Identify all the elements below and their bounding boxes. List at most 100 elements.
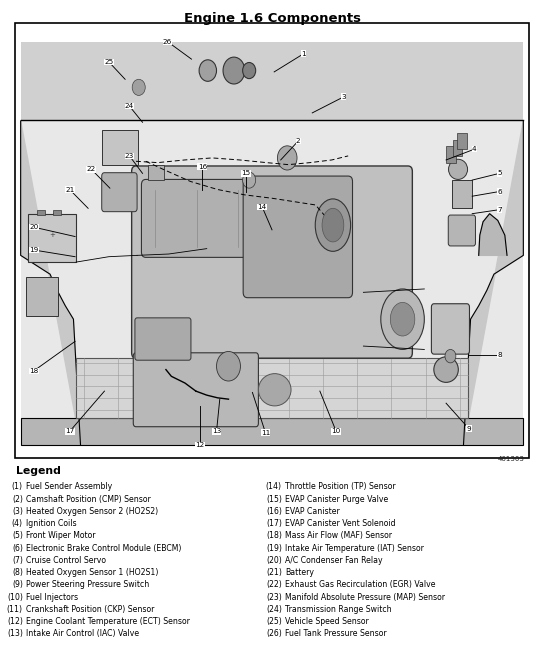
Text: (15): (15) <box>266 495 282 504</box>
Circle shape <box>445 349 456 363</box>
Text: 24: 24 <box>125 103 134 109</box>
Ellipse shape <box>322 208 344 242</box>
Text: (23): (23) <box>266 593 282 601</box>
Text: 5: 5 <box>497 171 502 176</box>
Text: Manifold Absolute Pressure (MAP) Sensor: Manifold Absolute Pressure (MAP) Sensor <box>285 593 445 601</box>
Text: Heated Oxygen Sensor 2 (HO2S2): Heated Oxygen Sensor 2 (HO2S2) <box>26 507 158 516</box>
Bar <box>452 180 472 208</box>
Text: 8: 8 <box>497 352 502 358</box>
FancyBboxPatch shape <box>431 304 469 354</box>
Text: 10: 10 <box>331 429 341 434</box>
Text: (10): (10) <box>7 593 23 601</box>
Text: 9: 9 <box>467 426 471 431</box>
Bar <box>446 146 456 163</box>
Text: 18: 18 <box>29 368 39 374</box>
Ellipse shape <box>391 302 415 336</box>
Text: (21): (21) <box>266 568 282 577</box>
Text: (11): (11) <box>7 605 23 614</box>
Bar <box>21 42 523 445</box>
Circle shape <box>217 351 240 381</box>
Text: Transmission Range Switch: Transmission Range Switch <box>285 605 392 614</box>
Text: Ignition Coils: Ignition Coils <box>26 519 77 528</box>
Text: Fuel Tank Pressure Sensor: Fuel Tank Pressure Sensor <box>285 629 387 638</box>
Text: (2): (2) <box>12 495 23 504</box>
Text: Fuel Sender Assembly: Fuel Sender Assembly <box>26 482 113 491</box>
Circle shape <box>243 172 256 188</box>
Text: +: + <box>50 233 55 238</box>
Text: 12: 12 <box>195 442 205 448</box>
Text: 17: 17 <box>65 429 75 434</box>
Text: 23: 23 <box>125 153 134 159</box>
Text: 26: 26 <box>163 39 172 44</box>
Text: Engine Coolant Temperature (ECT) Sensor: Engine Coolant Temperature (ECT) Sensor <box>26 617 190 626</box>
FancyBboxPatch shape <box>102 173 137 212</box>
Text: Fuel Injectors: Fuel Injectors <box>26 593 78 601</box>
Text: 19: 19 <box>29 247 39 253</box>
Text: (12): (12) <box>7 617 23 626</box>
FancyBboxPatch shape <box>141 179 335 257</box>
Bar <box>21 42 523 121</box>
Text: Engine 1.6 Components: Engine 1.6 Components <box>183 12 361 25</box>
Ellipse shape <box>316 199 350 251</box>
Text: (9): (9) <box>12 581 23 589</box>
Bar <box>148 165 164 180</box>
Text: EVAP Canister Purge Valve: EVAP Canister Purge Valve <box>285 495 388 504</box>
Text: Throttle Position (TP) Sensor: Throttle Position (TP) Sensor <box>285 482 395 491</box>
Text: (14): (14) <box>266 482 282 491</box>
Text: Battery: Battery <box>285 568 314 577</box>
Text: (25): (25) <box>266 617 282 626</box>
Text: 20: 20 <box>29 224 39 230</box>
Polygon shape <box>37 214 65 255</box>
Text: Legend: Legend <box>16 466 61 476</box>
Bar <box>37 210 45 215</box>
Polygon shape <box>479 214 507 255</box>
Text: (19): (19) <box>266 544 282 552</box>
Bar <box>26 277 58 316</box>
Text: 21: 21 <box>65 187 75 192</box>
Text: (1): (1) <box>12 482 23 491</box>
Text: 1: 1 <box>301 51 306 56</box>
Polygon shape <box>21 121 81 445</box>
Bar <box>76 358 468 418</box>
Ellipse shape <box>434 357 458 382</box>
Text: Exhaust Gas Recirculation (EGR) Valve: Exhaust Gas Recirculation (EGR) Valve <box>285 581 436 589</box>
Text: 2: 2 <box>296 138 300 144</box>
Text: Electronic Brake Control Module (EBCM): Electronic Brake Control Module (EBCM) <box>26 544 182 552</box>
Text: A/C Condenser Fan Relay: A/C Condenser Fan Relay <box>285 556 382 565</box>
Text: (24): (24) <box>266 605 282 614</box>
Text: 22: 22 <box>86 167 96 172</box>
Text: 6: 6 <box>497 189 502 194</box>
FancyBboxPatch shape <box>132 166 412 358</box>
Ellipse shape <box>448 159 467 179</box>
Bar <box>453 140 462 156</box>
Polygon shape <box>463 121 523 445</box>
Text: EVAP Canister: EVAP Canister <box>285 507 340 516</box>
Text: 7: 7 <box>497 207 502 212</box>
Text: 4: 4 <box>472 146 477 152</box>
Circle shape <box>243 62 256 79</box>
Circle shape <box>277 146 297 170</box>
Text: (7): (7) <box>12 556 23 565</box>
Text: (16): (16) <box>266 507 282 516</box>
Text: 16: 16 <box>197 164 207 169</box>
Bar <box>53 210 61 215</box>
Text: 3: 3 <box>342 94 346 99</box>
Ellipse shape <box>258 374 291 406</box>
Text: (20): (20) <box>266 556 282 565</box>
Text: 13: 13 <box>212 429 221 434</box>
Text: (8): (8) <box>12 568 23 577</box>
Bar <box>15 23 529 458</box>
Text: 11: 11 <box>261 430 270 435</box>
Text: Intake Air Control (IAC) Valve: Intake Air Control (IAC) Valve <box>26 629 139 638</box>
FancyBboxPatch shape <box>135 318 191 360</box>
Text: (4): (4) <box>12 519 23 528</box>
Circle shape <box>223 57 245 84</box>
Text: Heated Oxygen Sensor 1 (HO2S1): Heated Oxygen Sensor 1 (HO2S1) <box>26 568 158 577</box>
Ellipse shape <box>381 289 424 349</box>
Text: EVAP Canister Vent Solenoid: EVAP Canister Vent Solenoid <box>285 519 395 528</box>
Text: (17): (17) <box>266 519 282 528</box>
Text: (18): (18) <box>266 532 282 540</box>
Text: Front Wiper Motor: Front Wiper Motor <box>26 532 96 540</box>
FancyBboxPatch shape <box>448 215 475 246</box>
FancyBboxPatch shape <box>243 176 353 298</box>
